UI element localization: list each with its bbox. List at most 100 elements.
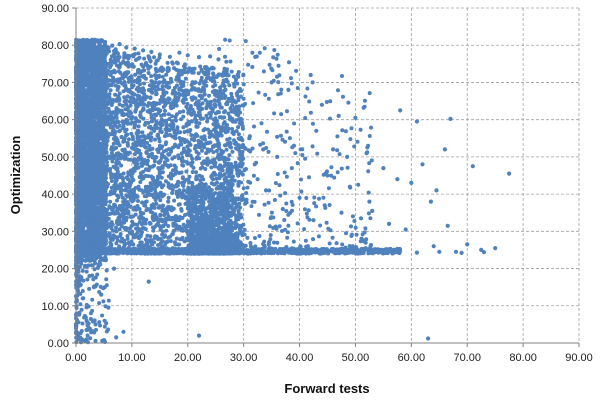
data-point	[437, 249, 442, 254]
data-point	[110, 43, 115, 48]
data-point	[106, 45, 111, 50]
data-point	[154, 223, 159, 228]
data-point	[209, 165, 214, 170]
data-point	[211, 71, 216, 76]
data-point	[445, 223, 450, 228]
data-point	[104, 268, 109, 273]
data-point	[434, 188, 439, 193]
data-point	[141, 106, 146, 111]
data-point	[442, 147, 447, 152]
data-point	[176, 202, 181, 207]
data-point	[314, 128, 319, 133]
data-point	[172, 228, 176, 233]
data-point	[189, 133, 194, 138]
data-point	[188, 128, 193, 132]
data-point	[140, 130, 145, 135]
data-point	[89, 258, 94, 263]
data-point	[91, 239, 96, 244]
data-point	[121, 329, 126, 334]
data-point	[224, 143, 228, 148]
data-point	[158, 129, 163, 134]
data-point	[230, 130, 235, 135]
data-point	[339, 210, 344, 215]
data-point	[98, 40, 103, 44]
data-point	[111, 80, 116, 84]
data-point	[81, 258, 86, 263]
data-point	[101, 223, 106, 228]
data-point	[103, 128, 108, 133]
data-point	[129, 195, 134, 200]
data-point	[197, 81, 202, 86]
data-point	[426, 336, 431, 341]
data-point	[105, 160, 109, 165]
data-point	[190, 156, 195, 161]
data-point	[222, 109, 227, 114]
data-point	[184, 169, 189, 174]
data-point	[128, 214, 133, 219]
data-point	[229, 69, 234, 74]
data-point	[162, 112, 167, 117]
data-point	[193, 102, 198, 107]
data-point	[453, 249, 459, 254]
data-point	[94, 89, 99, 94]
data-point	[88, 168, 93, 173]
data-point	[162, 134, 167, 139]
data-point	[179, 117, 183, 122]
data-point	[95, 186, 100, 191]
data-point	[125, 234, 130, 238]
data-point	[133, 72, 138, 77]
data-point	[193, 144, 198, 148]
data-point	[141, 48, 146, 53]
data-point	[146, 279, 151, 284]
data-point	[238, 110, 243, 115]
data-point	[493, 246, 498, 251]
data-point	[227, 153, 232, 158]
data-point	[196, 71, 201, 76]
data-point	[104, 78, 109, 83]
data-point	[168, 234, 172, 239]
data-point	[431, 244, 436, 249]
data-point	[207, 93, 211, 98]
data-point	[91, 86, 96, 91]
data-point	[465, 242, 470, 247]
data-point	[414, 250, 419, 255]
data-point	[181, 183, 185, 188]
data-point	[83, 110, 87, 115]
data-point	[117, 42, 122, 47]
data-point	[142, 194, 147, 199]
data-point	[409, 180, 414, 185]
data-point	[212, 182, 217, 187]
data-point	[179, 142, 184, 147]
data-point	[234, 129, 239, 134]
data-point	[224, 147, 229, 152]
data-point	[177, 110, 182, 115]
data-point	[202, 161, 207, 165]
data-point	[157, 52, 162, 57]
data-point	[106, 106, 111, 111]
data-point	[114, 225, 118, 230]
data-point	[142, 56, 147, 61]
data-point	[102, 40, 107, 45]
data-point	[202, 92, 207, 97]
data-point	[136, 124, 141, 129]
data-points	[74, 37, 512, 345]
data-point	[153, 137, 157, 142]
data-point	[167, 54, 172, 59]
data-point	[175, 83, 179, 88]
data-point	[191, 70, 196, 75]
data-point	[286, 87, 291, 92]
data-point	[331, 147, 336, 152]
data-point	[420, 162, 425, 167]
data-point	[116, 69, 121, 74]
data-point	[179, 170, 184, 175]
data-point	[158, 98, 163, 102]
data-point	[428, 199, 433, 204]
data-point	[236, 132, 241, 137]
data-point	[125, 194, 130, 199]
data-point	[230, 149, 235, 154]
data-point	[77, 42, 82, 47]
data-point	[122, 188, 127, 193]
data-point	[236, 70, 241, 74]
data-point	[88, 39, 93, 44]
